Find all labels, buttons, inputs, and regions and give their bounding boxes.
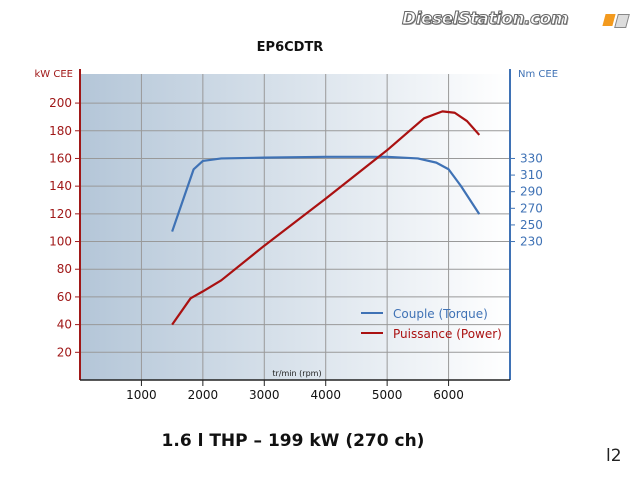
right-y-tick-label: 270 — [520, 201, 543, 215]
chart-title: EP6CDTR — [257, 40, 324, 55]
x-tick-label: 4000 — [310, 388, 341, 402]
series-line-power — [171, 110, 481, 326]
left-y-tick-label: 20 — [57, 345, 72, 359]
left-y-tick-label: 80 — [57, 262, 72, 276]
legend-label: Couple (Torque) — [393, 307, 488, 321]
x-axis-label: tr/min (rpm) — [272, 369, 321, 378]
right-y-tick-label: 310 — [520, 168, 543, 182]
left-y-tick-label: 60 — [57, 290, 72, 304]
right-y-tick-label: 230 — [520, 235, 543, 249]
left-axis-label: kW CEE — [35, 69, 73, 80]
left-y-tick-label: 40 — [57, 318, 72, 332]
plot-background — [80, 74, 510, 380]
right-y-tick-label: 330 — [520, 151, 543, 165]
left-y-tick-label: 180 — [49, 124, 72, 138]
left-y-tick-label: 100 — [49, 235, 72, 249]
legend: Couple (Torque) Puissance (Power) — [361, 307, 502, 341]
series-line-torque — [171, 155, 481, 232]
x-tick-label: 2000 — [188, 388, 219, 402]
legend-label: Puissance (Power) — [393, 327, 502, 341]
x-tick-label: 6000 — [433, 388, 464, 402]
series-lines — [171, 110, 481, 326]
right-y-tick-label: 250 — [520, 218, 543, 232]
grid — [80, 74, 510, 380]
left-y-tick-label: 120 — [49, 207, 72, 221]
chart-subtitle: 1.6 l THP – 199 kW (270 ch) — [162, 431, 425, 451]
right-y-tick-label: 290 — [520, 185, 543, 199]
left-y-tick-label: 140 — [49, 179, 72, 193]
left-y-tick-label: 160 — [49, 151, 72, 165]
logo-text: DieselStation.com — [402, 9, 569, 30]
dieselstation-logo: DieselStation.com — [398, 9, 630, 31]
x-tick-label: 1000 — [126, 388, 157, 402]
axes: 1000 2000 3000 4000 5000 6000 20 40 60 80 100 120 14… — [49, 69, 543, 402]
logo-accent-box — [602, 14, 616, 26]
x-tick-label: 3000 — [249, 388, 280, 402]
right-axis-label: Nm CEE — [518, 69, 558, 80]
x-tick-label: 5000 — [372, 388, 403, 402]
page-number: l2 — [606, 446, 622, 466]
left-y-tick-label: 200 — [49, 96, 72, 110]
logo-box — [614, 14, 630, 28]
